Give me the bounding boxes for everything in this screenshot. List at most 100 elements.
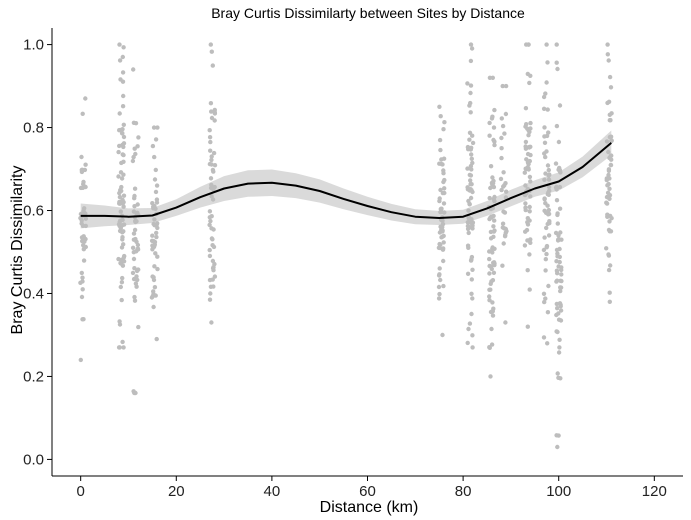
data-point [607, 186, 612, 191]
y-axis-ticks: 0.0 0.2 0.4 0.6 0.8 1.0 [23, 37, 52, 468]
data-point [554, 123, 560, 129]
data-point [487, 216, 492, 222]
data-point [131, 231, 137, 236]
data-point [544, 149, 549, 154]
data-point [468, 173, 474, 178]
data-point [208, 139, 213, 145]
data-point [557, 337, 562, 342]
data-point [153, 251, 158, 256]
data-point [609, 157, 614, 162]
data-point [523, 207, 528, 213]
data-point [470, 133, 475, 138]
data-point [606, 167, 612, 172]
data-point [441, 283, 446, 289]
data-point [208, 148, 213, 153]
data-point [555, 251, 560, 256]
data-point [132, 196, 137, 201]
data-point [524, 227, 530, 233]
data-point [117, 143, 122, 149]
data-point [470, 296, 475, 301]
data-point [212, 184, 217, 190]
data-point [487, 120, 492, 126]
data-point [543, 154, 548, 160]
data-point [487, 75, 493, 81]
data-point [81, 247, 87, 252]
data-point [504, 229, 509, 234]
data-point [207, 253, 213, 259]
data-point [131, 237, 137, 242]
data-point [555, 221, 560, 226]
data-point [465, 166, 470, 171]
data-point [152, 285, 158, 290]
data-point [543, 91, 548, 96]
data-point [151, 244, 157, 250]
data-point [487, 256, 492, 262]
data-point [210, 167, 216, 173]
data-point [543, 210, 549, 215]
data-point [121, 152, 126, 158]
data-point [83, 96, 88, 101]
data-point [492, 198, 497, 204]
data-point [545, 341, 550, 346]
data-point [503, 232, 508, 238]
x-tick-label: 40 [264, 483, 281, 500]
data-point [121, 259, 127, 264]
data-point [442, 120, 447, 125]
data-point [544, 42, 549, 47]
data-point [468, 110, 473, 115]
y-axis-title: Bray Curtis Dissimilarity [9, 166, 26, 335]
data-point [80, 287, 85, 292]
data-point [209, 157, 214, 163]
data-point [524, 157, 529, 162]
data-point [503, 320, 508, 325]
data-point [489, 116, 495, 121]
data-point [120, 131, 125, 136]
data-point [441, 201, 447, 206]
data-point [558, 376, 563, 381]
data-point [83, 216, 89, 221]
data-point [209, 109, 214, 114]
data-point [83, 162, 88, 167]
data-point [523, 124, 528, 129]
data-point [209, 226, 214, 231]
data-point [542, 235, 547, 240]
x-tick-label: 20 [168, 483, 185, 500]
data-point [609, 216, 614, 221]
data-point [527, 80, 532, 86]
trend-line-layer [80, 142, 612, 219]
data-point [498, 176, 504, 182]
data-point [79, 154, 84, 160]
data-point [153, 167, 158, 173]
data-point [546, 207, 551, 213]
data-point [545, 60, 550, 65]
data-point [557, 167, 563, 173]
data-point [487, 195, 492, 201]
data-point [121, 134, 127, 140]
data-point [209, 194, 214, 199]
data-point [526, 42, 531, 47]
data-point [130, 158, 136, 164]
y-tick-label: 0.2 [23, 368, 44, 385]
data-point [467, 201, 472, 207]
data-point [527, 158, 532, 164]
data-point [152, 264, 157, 269]
data-point [468, 147, 473, 152]
data-point [499, 116, 504, 121]
data-point [491, 137, 496, 143]
data-point [119, 188, 124, 194]
data-point [491, 178, 496, 184]
data-point [491, 260, 497, 265]
data-point [130, 270, 136, 276]
data-point [502, 183, 507, 188]
data-point [208, 291, 213, 296]
data-point [554, 268, 560, 273]
data-point [465, 81, 470, 86]
data-point [211, 265, 216, 270]
data-point [208, 218, 213, 224]
points-layer [78, 42, 614, 450]
data-point [525, 222, 531, 227]
data-point [491, 125, 497, 130]
data-point [604, 200, 609, 205]
data-point [207, 135, 213, 140]
data-point [526, 128, 531, 133]
